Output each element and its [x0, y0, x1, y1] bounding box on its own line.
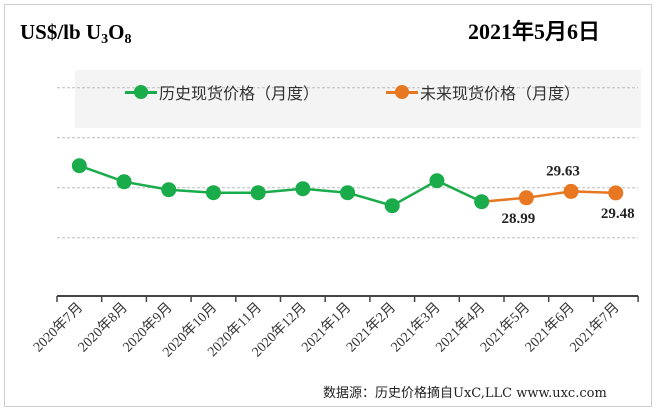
historical-data-point [71, 158, 87, 174]
forecast-data-point [518, 190, 534, 206]
legend-marker-forecast-icon [386, 85, 418, 99]
historical-data-point [340, 185, 356, 201]
chart-frame [4, 4, 652, 407]
unit-sub2: 8 [124, 32, 132, 47]
legend-background [75, 70, 641, 128]
legend-item-forecast: 未来现货价格（月度） [386, 80, 580, 104]
y-axis-unit-label: US$/lb U3O8 [20, 20, 131, 48]
data-label: 29.63 [546, 163, 580, 179]
historical-data-point [205, 185, 221, 201]
historical-data-point [250, 185, 266, 201]
unit-main: US$/lb U [20, 20, 102, 44]
historical-data-point [295, 181, 311, 197]
forecast-data-point [563, 183, 579, 199]
unit-mid: O [108, 20, 125, 44]
historical-data-point [161, 182, 177, 198]
forecast-series-line [481, 190, 616, 203]
historical-data-point [116, 174, 132, 190]
historical-data-point [384, 198, 400, 214]
unit-sub1: 3 [101, 32, 109, 47]
data-label: 28.99 [501, 211, 535, 227]
legend-item-historical: 历史现货价格（月度） [125, 80, 319, 104]
source-note: 数据源：历史价格摘自UxC,LLC www.uxc.com [323, 386, 607, 401]
forecast-data-point [608, 185, 624, 201]
historical-data-point [474, 194, 490, 210]
historical-data-point [429, 173, 445, 189]
x-tick-label: 2021年7月 [567, 300, 623, 356]
historical-series-line [78, 164, 483, 208]
legend-marker-historical-icon [125, 85, 157, 99]
legend-label-forecast: 未来现货价格（月度） [420, 84, 581, 103]
chart-title-date: 2021年5月6日 [468, 19, 601, 44]
legend-label-historical: 历史现货价格（月度） [159, 84, 320, 103]
data-label: 29.48 [601, 206, 635, 222]
